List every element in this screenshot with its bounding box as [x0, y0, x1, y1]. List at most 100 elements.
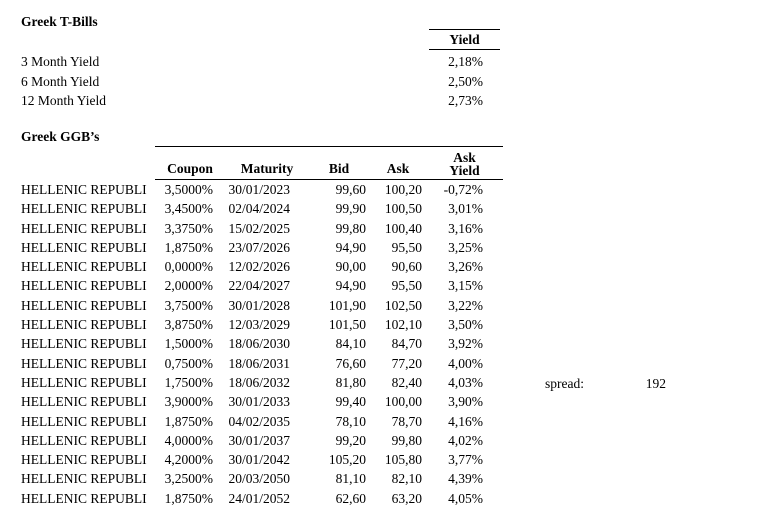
table-row: HELLENIC REPUBLI 3,4500% 02/04/2024 99,9… [21, 199, 503, 218]
bond-maturity: 23/07/2026 [228, 239, 290, 255]
bond-maturity: 12/03/2029 [228, 317, 290, 333]
bond-ask: 100,50 [384, 201, 422, 217]
bond-ask-yield: 4,02% [448, 432, 483, 448]
tbill-label: 3 Month Yield [21, 54, 100, 69]
bond-coupon: 3,2500% [164, 471, 213, 487]
bond-name: HELLENIC REPUBLI [21, 317, 147, 333]
bond-name: HELLENIC REPUBLI [21, 413, 147, 429]
bond-ask: 82,10 [391, 471, 422, 487]
tbill-row: 3 Month Yield 2,18% [21, 52, 483, 72]
bond-bid: 81,10 [335, 471, 366, 487]
bond-coupon: 3,7500% [164, 297, 213, 313]
bond-coupon: 4,0000% [164, 432, 213, 448]
tbill-label: 6 Month Yield [21, 73, 100, 89]
bond-ask-yield: 3,50% [448, 317, 483, 333]
header-name-blank [21, 147, 155, 180]
bond-name: HELLENIC REPUBLI [21, 220, 147, 236]
table-row: HELLENIC REPUBLI 4,2000% 30/01/2042 105,… [21, 450, 503, 469]
table-row: HELLENIC REPUBLI 1,5000% 18/06/2030 84,1… [21, 334, 503, 353]
tbills-section-title: Greek T-Bills [21, 14, 98, 29]
bond-ask-yield: 4,00% [448, 355, 483, 371]
tbill-row: 12 Month Yield 2,73% [21, 91, 483, 111]
bond-ask-yield: 4,39% [448, 471, 483, 487]
bond-name: HELLENIC REPUBLI [21, 239, 147, 255]
tbill-yield-value: 2,50% [448, 73, 483, 89]
bond-maturity: 18/06/2032 [228, 374, 290, 390]
bond-ask: 102,10 [384, 317, 422, 333]
bond-bid: 81,80 [335, 374, 366, 390]
bond-maturity: 22/04/2027 [228, 278, 290, 294]
table-row: HELLENIC REPUBLI 1,8750% 04/02/2035 78,1… [21, 412, 503, 431]
bond-name: HELLENIC REPUBLI [21, 374, 147, 390]
bond-coupon: 1,7500% [164, 374, 213, 390]
bond-name: HELLENIC REPUBLI [21, 201, 147, 217]
bond-bid: 76,60 [335, 355, 366, 371]
bond-name: HELLENIC REPUBLI [21, 278, 147, 294]
header-ask: Ask [370, 146, 426, 180]
table-row: HELLENIC REPUBLI 1,8750% 23/07/2026 94,9… [21, 238, 503, 257]
bond-bid: 99,60 [335, 182, 366, 197]
header-ask-yield-line1: Ask [453, 150, 476, 165]
table-row: HELLENIC REPUBLI 3,8750% 12/03/2029 101,… [21, 315, 503, 334]
bond-ask-yield: 3,01% [448, 201, 483, 217]
tbills-rows: 3 Month Yield 2,18% 6 Month Yield 2,50% … [21, 52, 483, 111]
bond-coupon: 3,9000% [164, 394, 213, 410]
bond-name: HELLENIC REPUBLI [21, 355, 147, 371]
bond-bid: 94,90 [335, 278, 366, 294]
table-row: HELLENIC REPUBLI 3,7500% 30/01/2028 101,… [21, 296, 503, 315]
bond-bid: 101,50 [328, 317, 366, 333]
bond-maturity: 18/06/2031 [228, 355, 290, 371]
bond-ask: 84,70 [391, 336, 422, 352]
header-bid: Bid [298, 146, 370, 180]
tbill-yield-value: 2,73% [448, 93, 483, 109]
bond-bid: 99,20 [335, 432, 366, 448]
bond-bid: 62,60 [335, 490, 366, 506]
bond-coupon: 3,5000% [164, 182, 213, 197]
bond-ask-yield: 3,25% [448, 239, 483, 255]
table-row: HELLENIC REPUBLI 3,5000% 30/01/2023 99,6… [21, 180, 503, 200]
spread-value: 192 [645, 376, 666, 391]
bond-ask: 105,80 [384, 452, 422, 468]
bond-ask: 90,60 [391, 259, 422, 275]
bond-bid: 99,80 [335, 220, 366, 236]
bond-maturity: 30/01/2028 [228, 297, 290, 313]
table-row: HELLENIC REPUBLI 3,2500% 20/03/2050 81,1… [21, 469, 503, 488]
table-row: HELLENIC REPUBLI 4,0000% 30/01/2037 99,2… [21, 431, 503, 450]
bond-name: HELLENIC REPUBLI [21, 471, 147, 487]
spread-label: spread: [545, 376, 584, 391]
ggb-bond-table: Coupon Maturity Bid Ask Ask Yield HELLEN… [21, 146, 503, 508]
bond-maturity: 12/02/2026 [228, 259, 290, 275]
bond-ask-yield: 3,16% [448, 220, 483, 236]
bond-maturity: 02/04/2024 [228, 201, 290, 217]
ggb-table-body: HELLENIC REPUBLI 3,5000% 30/01/2023 99,6… [21, 180, 503, 509]
bond-bid: 105,20 [328, 452, 366, 468]
bond-ask: 82,40 [391, 374, 422, 390]
bond-coupon: 3,8750% [164, 317, 213, 333]
bond-maturity: 24/01/2052 [228, 490, 290, 506]
bond-ask: 77,20 [391, 355, 422, 371]
bond-name: HELLENIC REPUBLI [21, 336, 147, 352]
bond-name: HELLENIC REPUBLI [21, 297, 147, 313]
bond-name: HELLENIC REPUBLI [21, 432, 147, 448]
bond-maturity: 30/01/2037 [228, 432, 290, 448]
bond-coupon: 4,2000% [164, 452, 213, 468]
table-row: HELLENIC REPUBLI 1,7500% 18/06/2032 81,8… [21, 373, 503, 392]
bond-ask: 100,20 [384, 182, 422, 197]
bond-ask: 63,20 [391, 490, 422, 506]
bond-maturity: 30/01/2033 [228, 394, 290, 410]
bond-ask-yield: 3,22% [448, 297, 483, 313]
bond-name: HELLENIC REPUBLI [21, 452, 147, 468]
bond-ask-yield: 4,16% [448, 413, 483, 429]
bond-name: HELLENIC REPUBLI [21, 394, 147, 410]
bond-maturity: 15/02/2025 [228, 220, 290, 236]
table-row: HELLENIC REPUBLI 3,9000% 30/01/2033 99,4… [21, 392, 503, 411]
header-ask-yield: Ask Yield [426, 146, 503, 180]
bond-bid: 78,10 [335, 413, 366, 429]
bond-bid: 84,10 [335, 336, 366, 352]
bond-ask: 102,50 [384, 297, 422, 313]
header-ask-yield-line2: Yield [449, 163, 480, 178]
bond-ask-yield: 3,15% [448, 278, 483, 294]
bond-name: HELLENIC REPUBLI [21, 490, 147, 506]
bond-ask-yield: 3,26% [448, 259, 483, 275]
